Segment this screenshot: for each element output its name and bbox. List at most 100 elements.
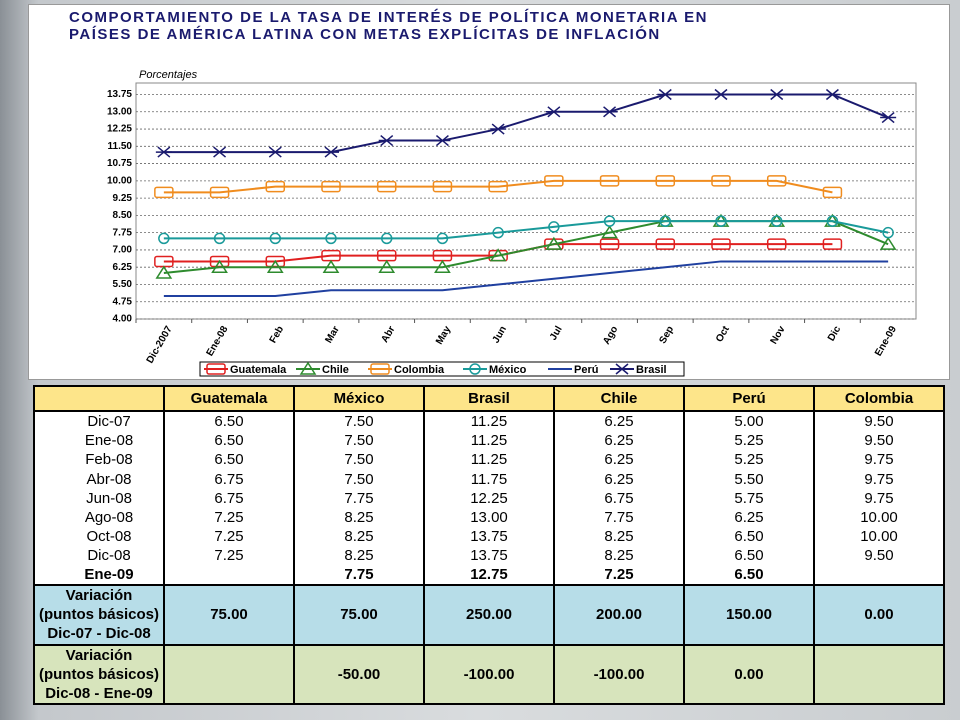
marker: [325, 232, 337, 245]
cell: 6.50: [163, 431, 295, 451]
cell: 6.25: [553, 411, 685, 432]
marker: [299, 361, 317, 375]
cell: Jun-08: [33, 488, 165, 508]
chart: COMPORTAMIENTO DE LA TASA DE INTERÉS DE …: [69, 9, 917, 377]
x-tick-label: Nov: [769, 324, 788, 346]
marker: [211, 146, 228, 158]
marker: [266, 259, 284, 273]
header-cell: Colombia: [813, 384, 945, 413]
marker: [603, 215, 616, 227]
marker: [370, 363, 390, 375]
cell: 8.25: [293, 545, 425, 566]
cell: 9.50: [813, 431, 945, 451]
cell: 9.75: [813, 469, 945, 489]
cell: Oct-08: [33, 526, 165, 546]
marker: [209, 186, 230, 199]
header-cell: Perú: [683, 384, 815, 413]
marker: [599, 238, 620, 250]
cell: 13.00: [423, 507, 555, 527]
cell: 7.50: [293, 450, 425, 470]
marker: [548, 221, 560, 233]
cell: 7.25: [553, 565, 685, 587]
chart-panel: COMPORTAMIENTO DE LA TASA DE INTERÉS DE …: [28, 4, 950, 380]
x-tick-label: Sep: [657, 324, 676, 345]
cell: 7.75: [553, 507, 685, 527]
marker: [882, 226, 894, 239]
cell: 7.75: [293, 565, 425, 587]
cell: 7.25: [163, 526, 295, 546]
cell: 8.25: [293, 507, 425, 527]
marker: [614, 363, 630, 375]
marker: [711, 175, 731, 187]
x-tick-label: Ene-08: [205, 324, 231, 358]
cell: 0.00: [813, 584, 945, 646]
data-row: Dic-07 6.50 7.50 11.25 6.25 5.00 9.50: [33, 411, 945, 432]
x-tick-label: Ago: [601, 324, 620, 346]
y-tick-label: 6.25: [113, 262, 133, 273]
cell: [813, 643, 945, 706]
cell: 11.25: [423, 450, 555, 470]
x-tick-label: Dic-2007: [145, 324, 175, 366]
y-tick-label: 10.00: [107, 175, 132, 186]
marker: [655, 175, 676, 187]
x-tick-label: Dic: [826, 324, 844, 343]
y-tick-label: 7.75: [113, 227, 133, 238]
header-cell: Brasil: [423, 384, 555, 413]
header-cell: [33, 384, 165, 413]
marker: [544, 175, 564, 187]
cell: 13.75: [423, 545, 555, 566]
cell: 6.50: [163, 450, 295, 470]
marker: [211, 259, 228, 273]
header-cell: México: [293, 384, 425, 413]
marker: [879, 236, 897, 250]
legend-label: Chile: [322, 364, 349, 376]
y-tick-label: 13.75: [107, 89, 132, 100]
header-cell: Guatemala: [163, 384, 295, 413]
cell: 9.50: [813, 411, 945, 432]
series-line: [163, 179, 833, 194]
cell: 7.25: [163, 507, 295, 527]
cell: 150.00: [683, 584, 815, 646]
marker: [655, 238, 676, 250]
row-label: (puntos básicos): [38, 665, 159, 683]
y-tick-label: 13.00: [107, 106, 132, 117]
cell: 0.00: [683, 643, 815, 706]
cell: 6.50: [683, 545, 815, 566]
legend: Guatemala Chile Colombia México Perú Brasil: [199, 361, 685, 377]
chart-title: COMPORTAMIENTO DE LA TASA DE INTERÉS DE …: [69, 9, 708, 26]
marker: [158, 232, 170, 245]
cell: 7.50: [293, 469, 425, 489]
marker: [545, 236, 563, 250]
x-tick-label: Jun: [491, 324, 509, 345]
cell: 9.75: [813, 488, 945, 508]
cell: 7.50: [293, 411, 425, 432]
plot-area: [135, 82, 917, 320]
cell: 6.25: [553, 431, 685, 451]
cell: Variación (puntos básicos) Dic-08 - Ene-09: [33, 643, 165, 706]
legend-label: Colombia: [394, 364, 445, 376]
cell: 250.00: [423, 584, 555, 646]
cell: Dic-07: [33, 411, 165, 432]
cell: 11.25: [423, 431, 555, 451]
data-row: Feb-08 6.50 7.50 11.25 6.25 5.25 9.75: [33, 450, 945, 470]
marker: [155, 265, 173, 279]
cell: 7.75: [293, 488, 425, 508]
marker: [432, 180, 453, 193]
y-tick-label: 11.50: [108, 141, 133, 152]
marker: [322, 259, 340, 273]
marker: [822, 186, 843, 199]
cell: 12.25: [423, 488, 555, 508]
cell: 5.00: [683, 411, 815, 432]
marker: [545, 106, 562, 118]
cell: 6.50: [683, 565, 815, 587]
cell: 75.00: [293, 584, 425, 646]
y-tick-label: 8.50: [113, 210, 133, 221]
cell: Variación (puntos básicos) Dic-07 - Dic-08: [33, 584, 165, 646]
legend-label: Perú: [574, 364, 598, 376]
marker: [822, 238, 843, 250]
cell: Ago-08: [33, 507, 165, 527]
cell: 10.00: [813, 507, 945, 527]
marker: [599, 175, 620, 187]
y-tick-label: 9.25: [113, 193, 133, 204]
